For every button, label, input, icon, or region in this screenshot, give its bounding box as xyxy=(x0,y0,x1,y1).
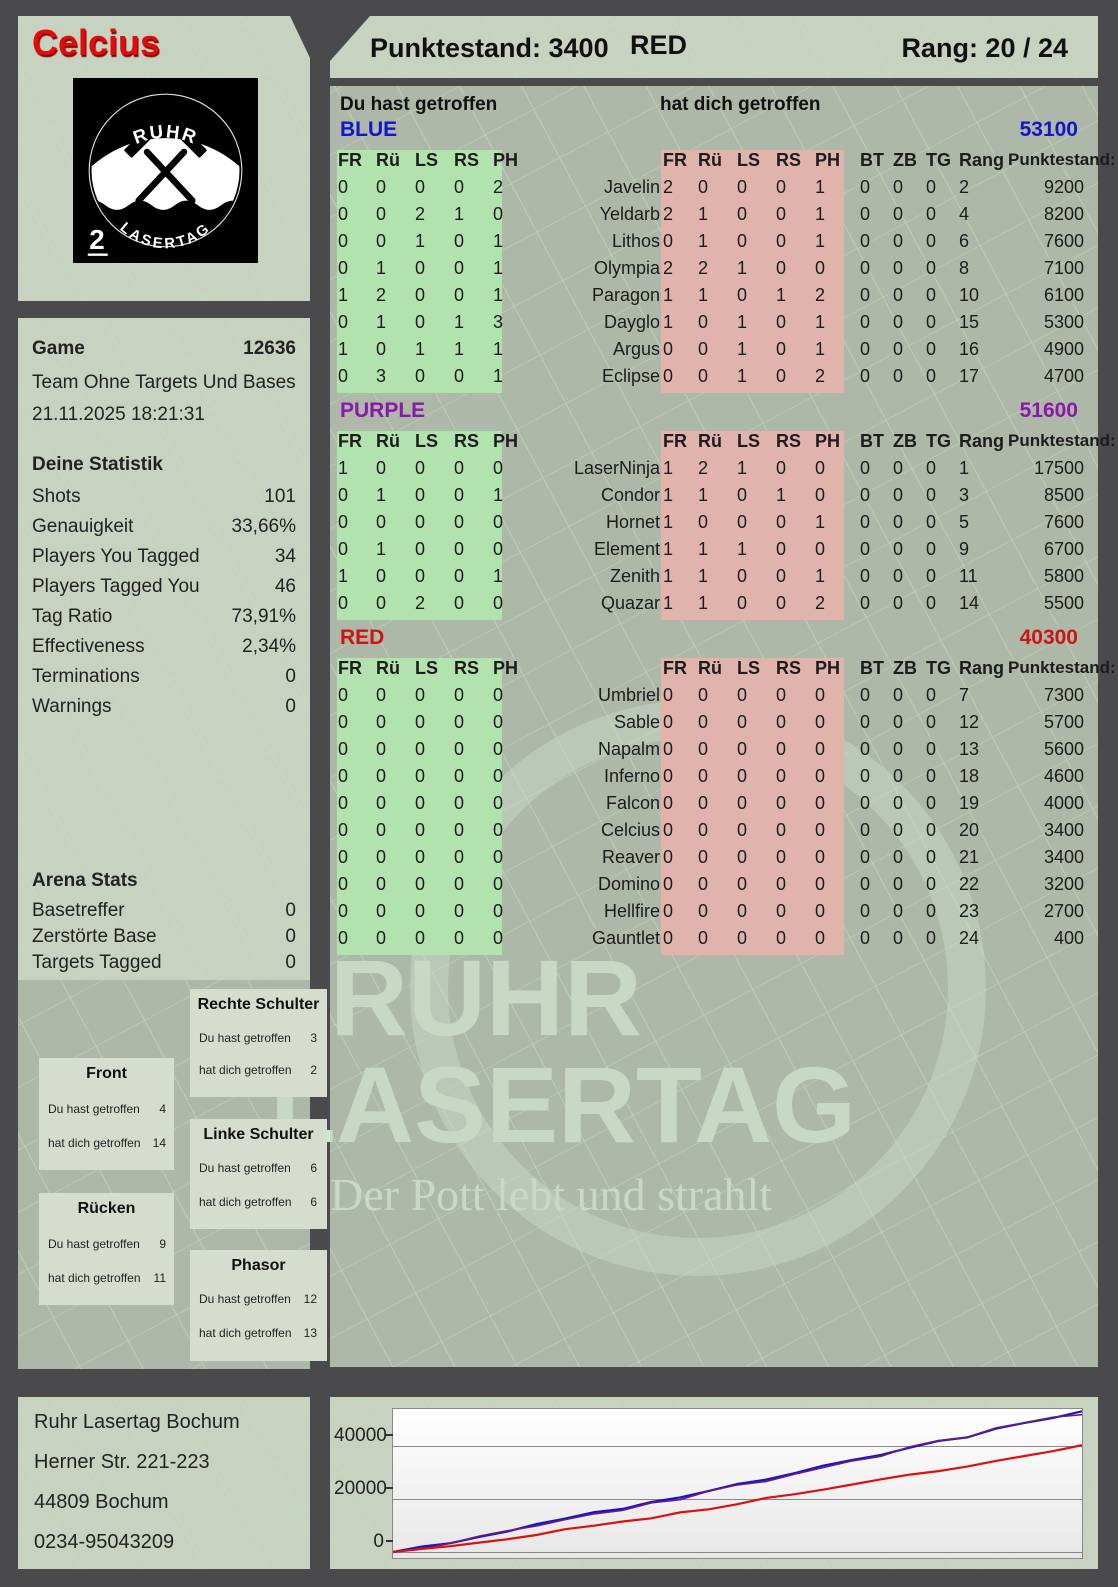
svg-text:2: 2 xyxy=(89,224,104,255)
